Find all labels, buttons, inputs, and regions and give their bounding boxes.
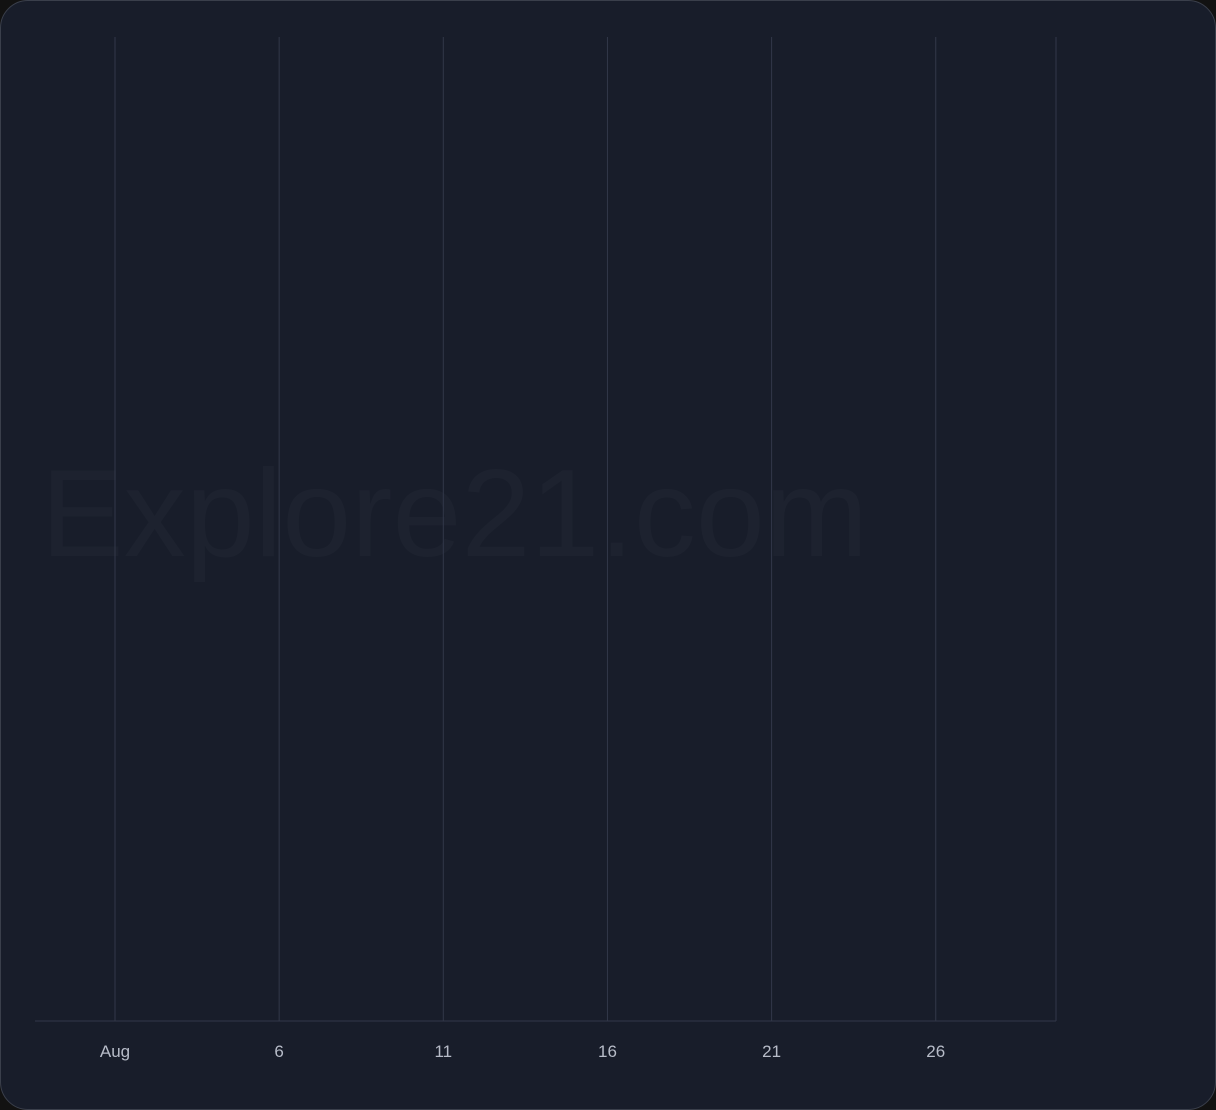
x-tick-label: Aug: [100, 1042, 130, 1061]
watermark: Explore21.com: [41, 445, 868, 583]
x-tick-label: 11: [434, 1042, 452, 1061]
x-tick-label: 21: [762, 1042, 781, 1061]
x-tick-label: 16: [598, 1042, 617, 1061]
x-axis-labels: Aug 6 11 16 21 26: [100, 1042, 945, 1061]
vertical-grid: [114, 37, 1057, 1021]
x-tick-label: 26: [926, 1042, 945, 1061]
horizontal-grid: [35, 1020, 1056, 1022]
x-tick-label: 6: [274, 1042, 283, 1061]
